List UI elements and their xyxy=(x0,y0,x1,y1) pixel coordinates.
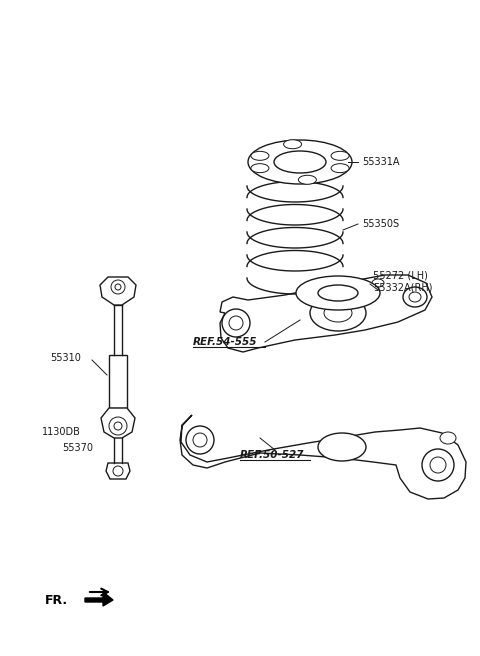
Ellipse shape xyxy=(193,433,207,447)
Text: 55350S: 55350S xyxy=(362,219,399,229)
Polygon shape xyxy=(180,415,466,499)
Text: 55272 (LH): 55272 (LH) xyxy=(373,270,428,280)
Ellipse shape xyxy=(318,285,358,301)
Text: 55332A(RH): 55332A(RH) xyxy=(373,282,432,292)
Ellipse shape xyxy=(251,163,269,173)
Text: REF.54-555: REF.54-555 xyxy=(193,337,257,347)
Ellipse shape xyxy=(115,284,121,290)
Ellipse shape xyxy=(331,163,349,173)
Ellipse shape xyxy=(403,287,427,307)
Ellipse shape xyxy=(229,316,243,330)
Ellipse shape xyxy=(251,152,269,160)
Text: FR.: FR. xyxy=(45,594,68,607)
Ellipse shape xyxy=(186,426,214,454)
Ellipse shape xyxy=(409,292,421,302)
Ellipse shape xyxy=(299,175,316,184)
Polygon shape xyxy=(100,277,136,305)
Text: 55370: 55370 xyxy=(62,443,93,453)
Ellipse shape xyxy=(222,309,250,337)
Bar xyxy=(109,355,127,408)
Ellipse shape xyxy=(372,279,384,287)
Polygon shape xyxy=(328,301,348,313)
Ellipse shape xyxy=(324,304,352,322)
Ellipse shape xyxy=(318,433,366,461)
Ellipse shape xyxy=(430,457,446,473)
Text: REF.50-527: REF.50-527 xyxy=(240,450,304,460)
Ellipse shape xyxy=(422,449,454,481)
Text: 1130DB: 1130DB xyxy=(42,427,81,437)
Text: 55310: 55310 xyxy=(50,353,81,363)
Ellipse shape xyxy=(274,151,326,173)
Ellipse shape xyxy=(248,140,352,184)
Ellipse shape xyxy=(111,280,125,294)
Ellipse shape xyxy=(113,466,123,476)
Polygon shape xyxy=(220,275,432,352)
Polygon shape xyxy=(101,408,135,438)
Ellipse shape xyxy=(114,422,122,430)
Ellipse shape xyxy=(310,295,366,331)
Polygon shape xyxy=(85,592,113,606)
Ellipse shape xyxy=(440,432,456,444)
Text: 55331A: 55331A xyxy=(362,157,399,167)
Polygon shape xyxy=(106,463,130,479)
Ellipse shape xyxy=(331,152,349,160)
Ellipse shape xyxy=(296,276,380,310)
Ellipse shape xyxy=(109,417,127,435)
Ellipse shape xyxy=(284,140,301,149)
